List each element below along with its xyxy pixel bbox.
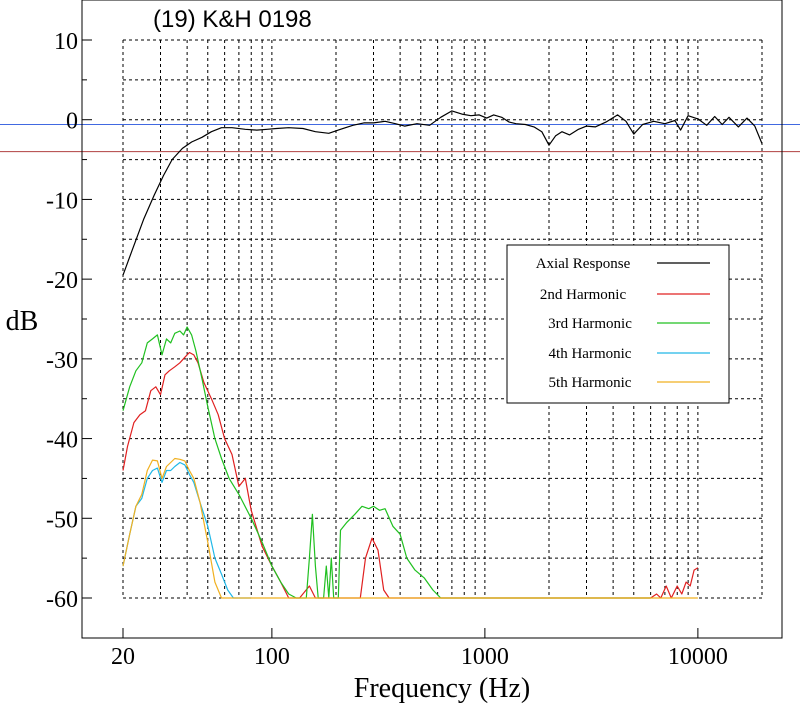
- y-tick-label: -40: [46, 428, 78, 454]
- series-layer: [122, 110, 763, 599]
- y-tick-label: 0: [66, 109, 78, 135]
- x-tick-label: 10000: [668, 644, 728, 670]
- y-tick-label: 10: [54, 29, 78, 55]
- y-tick-label: -50: [46, 507, 78, 533]
- x-tick-label: 100: [254, 644, 290, 670]
- series-line-5th-harmonic: [122, 457, 698, 599]
- y-tick-label: -20: [46, 268, 78, 294]
- legend-label: 3rd Harmonic: [548, 316, 632, 332]
- legend-label: 4th Harmonic: [549, 346, 632, 362]
- x-tick-label: 1000: [461, 644, 509, 670]
- chart-title: (19) K&H 0198: [153, 6, 312, 33]
- legend-box: [506, 244, 730, 404]
- legend-label: Axial Response: [536, 256, 631, 272]
- y-axis-label: dB: [6, 306, 39, 337]
- x-axis-label: Frequency (Hz): [354, 673, 530, 704]
- y-tick-label: -10: [46, 188, 78, 214]
- y-tick-label: -30: [46, 348, 78, 374]
- legend: Axial Response 2nd Harmonic 3rd Harmonic 4t…: [506, 244, 730, 404]
- series-line-4th-harmonic: [122, 461, 252, 599]
- series-line-axial-response: [122, 110, 763, 276]
- series-line-3rd-harmonic: [122, 326, 651, 599]
- legend-label: 2nd Harmonic: [540, 287, 627, 303]
- x-tick-label: 20: [111, 644, 135, 670]
- y-tick-label: -60: [46, 587, 78, 613]
- legend-label: 5th Harmonic: [549, 375, 632, 391]
